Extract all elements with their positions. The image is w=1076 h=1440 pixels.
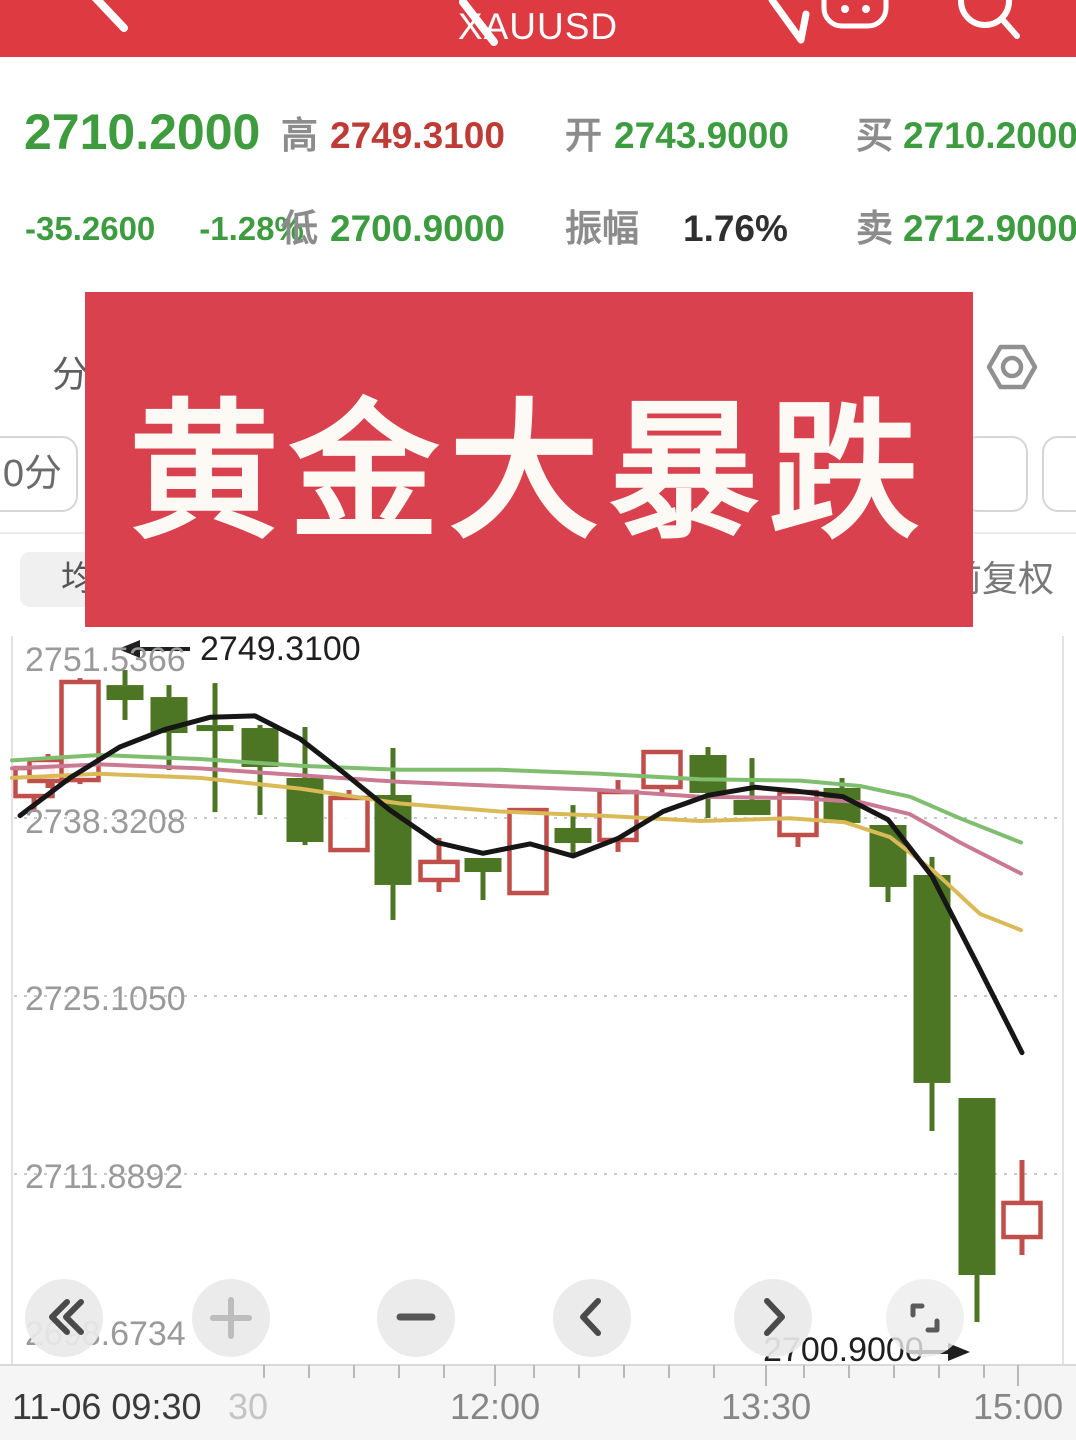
y-axis-label: 2751.5366 [25, 641, 186, 679]
change-row: -35.2600 -1.28% [25, 210, 304, 248]
candle-body-up [507, 807, 549, 896]
candle-body-down [464, 858, 502, 873]
header-bg [0, 0, 1076, 57]
candlestick-chart[interactable] [0, 627, 1076, 1440]
next-icon [764, 1298, 785, 1336]
candle-body-down [554, 827, 592, 844]
candle-body-up [418, 859, 460, 883]
candle-body-up [328, 795, 370, 853]
back-icon [92, 0, 128, 32]
candle-body-down [913, 874, 951, 1083]
x-axis-time-label: 13:30 [721, 1386, 812, 1427]
y-axis-label: 2738.3208 [25, 803, 186, 841]
fullscreen-button[interactable] [886, 1279, 964, 1357]
bid-field: 买 2710.2000 [856, 108, 1076, 164]
search-icon [958, 0, 1012, 28]
next-button[interactable] [734, 1279, 812, 1357]
prev-symbol-icon [459, 0, 498, 46]
rewind-icon [49, 1299, 84, 1335]
x-axis-date-label: 11-06 09:30 [12, 1386, 202, 1427]
pig-icon-dot [841, 5, 849, 13]
high-field: 高 2749.3100 [281, 108, 505, 164]
amplitude-label: 振幅 [565, 208, 639, 249]
open-field: 开 2743.9000 [565, 108, 789, 164]
open-value: 2743.9000 [614, 115, 789, 156]
candle-body-down [689, 754, 727, 793]
candle-body-down [958, 1098, 996, 1276]
ma-line-black [17, 713, 1025, 1056]
high-arrow-head [118, 640, 140, 658]
ask-value: 2712.9000 [903, 208, 1076, 249]
x-axis-strip [0, 1366, 1076, 1440]
bid-label: 买 [856, 115, 893, 156]
x-axis-time-label: 15:00 [973, 1386, 1064, 1427]
last-price: 2710.2000 [24, 104, 261, 160]
candle-body-up [641, 749, 683, 790]
zoom-in-icon [210, 1297, 252, 1339]
low-value: 2700.9000 [330, 208, 505, 249]
ask-label: 卖 [856, 208, 893, 249]
y-axis-label: 2725.1050 [25, 980, 186, 1018]
rewind-button[interactable] [25, 1279, 103, 1357]
high-value: 2749.3100 [330, 115, 505, 156]
low-arrow-head [948, 1343, 970, 1361]
fullscreen-icon [910, 1303, 940, 1333]
app-header: XAUUSD [0, 0, 1076, 57]
x-axis-faded-label: 30 [228, 1386, 269, 1427]
ma-line-green [10, 753, 1023, 845]
open-label: 开 [565, 115, 602, 156]
period-button-30min[interactable]: 0分 [0, 436, 78, 512]
price-change-pct: -1.28% [199, 210, 304, 247]
candle-body-down [196, 725, 234, 732]
period-button-partial[interactable] [1042, 436, 1076, 512]
prev-icon [580, 1298, 601, 1336]
crash-banner: 黄金大暴跌 [85, 292, 973, 627]
gear-icon[interactable] [986, 341, 1038, 393]
low-field: 低 2700.9000 [281, 204, 505, 254]
zoom-out-icon [396, 1313, 436, 1321]
pig-icon-dot [862, 5, 870, 13]
tab-minute[interactable]: 分 [52, 354, 89, 395]
ask-field: 卖 2712.9000 [856, 204, 1076, 254]
pig-icon [821, 0, 889, 29]
amplitude-field: 振幅 1.76% [565, 204, 788, 254]
candle-body-down [733, 799, 771, 816]
x-axis-time-label: 12:00 [450, 1386, 541, 1427]
y-axis-label: 2711.8892 [25, 1158, 184, 1196]
price-change: -35.2600 [25, 210, 156, 247]
symbol-title: XAUUSD [457, 6, 619, 47]
zoom-in-button[interactable] [192, 1279, 270, 1357]
prev-button[interactable] [553, 1279, 631, 1357]
amplitude-value: 1.76% [683, 208, 788, 249]
period-button-partial[interactable] [962, 436, 1028, 512]
ma-line-pink [10, 762, 1023, 876]
high-annotation: 2749.3100 [200, 630, 361, 668]
high-label: 高 [281, 115, 318, 156]
next-symbol-icon [768, 0, 810, 44]
bid-value: 2710.2000 [903, 115, 1076, 156]
candle-body-down [106, 685, 144, 701]
candle-body-down [374, 794, 412, 885]
crash-banner-text: 黄金大暴跌 [128, 388, 929, 556]
zoom-out-button[interactable] [377, 1279, 455, 1357]
low-label: 低 [281, 208, 318, 249]
candle-body-up [1001, 1200, 1043, 1240]
